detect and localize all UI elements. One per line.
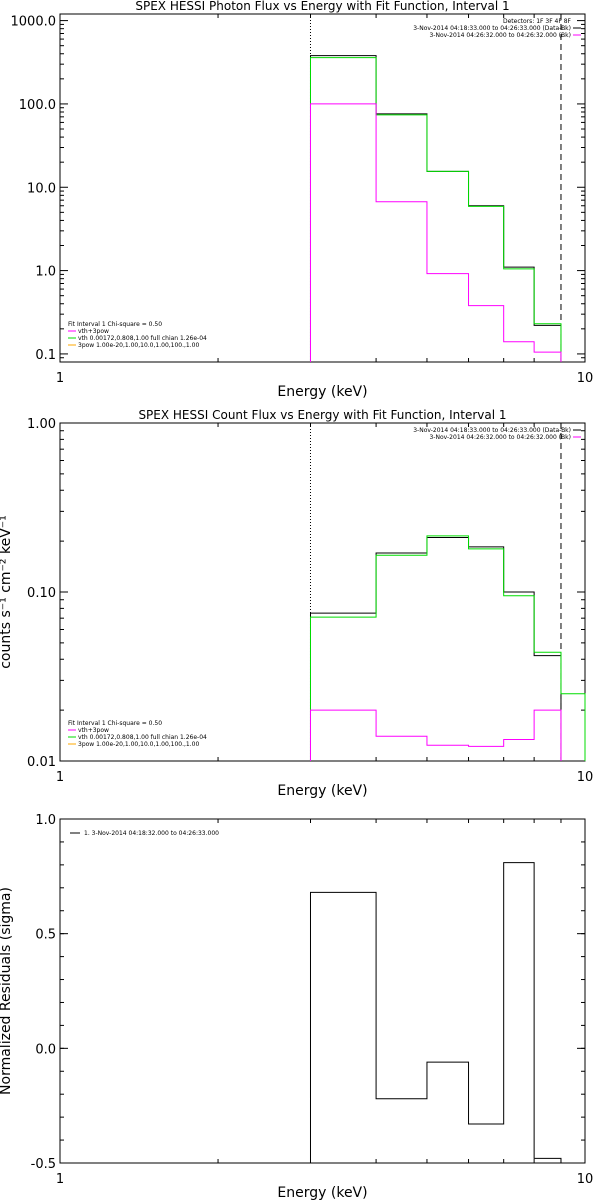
panel3-y-tick-label: 0.5: [35, 928, 56, 943]
panel1-legend-top-right-entry: Detectors: 1F 3F 4F 8F: [503, 18, 572, 25]
panel3-x-tick-label: 10: [577, 1172, 594, 1187]
panel1-legend-bottom-left-entry: Fit Interval 1 Chi-square = 0.50: [68, 321, 162, 328]
panel1-series-2-step-line: [309, 57, 562, 362]
panel1-y-tick-label: 100.0: [19, 98, 56, 113]
panel3-y-tick-label: 1.0: [35, 813, 56, 828]
panel2-y-axis-label: counts s⁻¹ cm⁻² keV⁻¹: [0, 515, 14, 669]
panel1-legend-top-right-entry: 3-Nov-2014 04:26:32.000 to 04:26:32.000 …: [429, 32, 571, 39]
panel1-y-tick-label: 0.1: [35, 348, 56, 363]
panel1-legend-bottom-left-entry: vth+3pow: [78, 328, 109, 335]
panel2-series-1-step-line: [309, 537, 562, 761]
panel1-x-tick-label: 10: [577, 371, 594, 386]
panel1-legend-top-right-entry: 3-Nov-2014 04:18:33.000 to 04:26:33.000 …: [413, 25, 571, 32]
panel1-title: SPEX HESSI Photon Flux vs Energy with Fi…: [135, 0, 509, 13]
panel2-x-tick-label: 10: [577, 770, 594, 785]
panel1-legend-bottom-left-entry: 3pow 1.00e-20,1.00,10.0,1.00,100.,1.00: [78, 342, 199, 349]
panel1-series-1-step-line: [309, 55, 562, 362]
panel1-y-tick-label: 10.0: [27, 181, 56, 196]
panel1-y-tick-label: 1000.0: [11, 15, 57, 30]
panel2-series-3-step-line: [309, 709, 562, 761]
panel1-x-axis-label: Energy (keV): [277, 384, 367, 400]
panel2-legend-bottom-left-entry: 3pow 1.00e-20,1.00,10.0,1.00,100.,1.00: [78, 741, 199, 748]
panel2-y-tick-label: 1.00: [27, 417, 56, 432]
panel1-x-tick-label: 1: [56, 371, 64, 386]
panel2-legend-top-right-entry: 3-Nov-2014 04:26:32.000 to 04:26:32.000 …: [429, 434, 571, 441]
panel1-plot-frame: [59, 13, 586, 363]
panel3-y-tick-label: -0.5: [31, 1157, 56, 1172]
panel3-y-tick-label: 0.0: [35, 1042, 56, 1057]
panel2-series-2-step-line: [309, 535, 586, 761]
panel2-y-tick-label: 0.01: [27, 755, 56, 770]
panel2-y-tick-label: 0.10: [27, 586, 56, 601]
panel3-x-axis-label: Energy (keV): [277, 1185, 367, 1200]
panel1-legend-bottom-left-entry: vth 0.00172,0.808,1.00 full chian 1.26e-…: [78, 335, 207, 342]
panel2-x-tick-label: 1: [56, 770, 64, 785]
panel1-y-tick-label: 1.0: [35, 265, 56, 280]
panel3-series-1-step-line: [309, 862, 562, 1163]
panel1-series-3-step-line: [309, 103, 562, 362]
panel2-legend-top-right-entry: 3-Nov-2014 04:18:33.000 to 04:26:33.000 …: [413, 427, 571, 434]
panel3-legend-top-left-entry: 1. 3-Nov-2014 04:18:32.000 to 04:26:33.0…: [84, 830, 219, 837]
panel3-y-axis-label: Normalized Residuals (sigma): [0, 887, 14, 1095]
panel2-legend-bottom-left-entry: vth 0.00172,0.808,1.00 full chian 1.26e-…: [78, 734, 207, 741]
panel2-legend-bottom-left-entry: Fit Interval 1 Chi-square = 0.50: [68, 720, 162, 727]
panel3-plot-frame: [59, 818, 586, 1164]
panel2-title: SPEX HESSI Count Flux vs Energy with Fit…: [138, 408, 506, 422]
panel3-x-tick-label: 1: [56, 1172, 64, 1187]
panel2-x-axis-label: Energy (keV): [277, 783, 367, 799]
panel2-legend-bottom-left-entry: vth+3pow: [78, 727, 109, 734]
